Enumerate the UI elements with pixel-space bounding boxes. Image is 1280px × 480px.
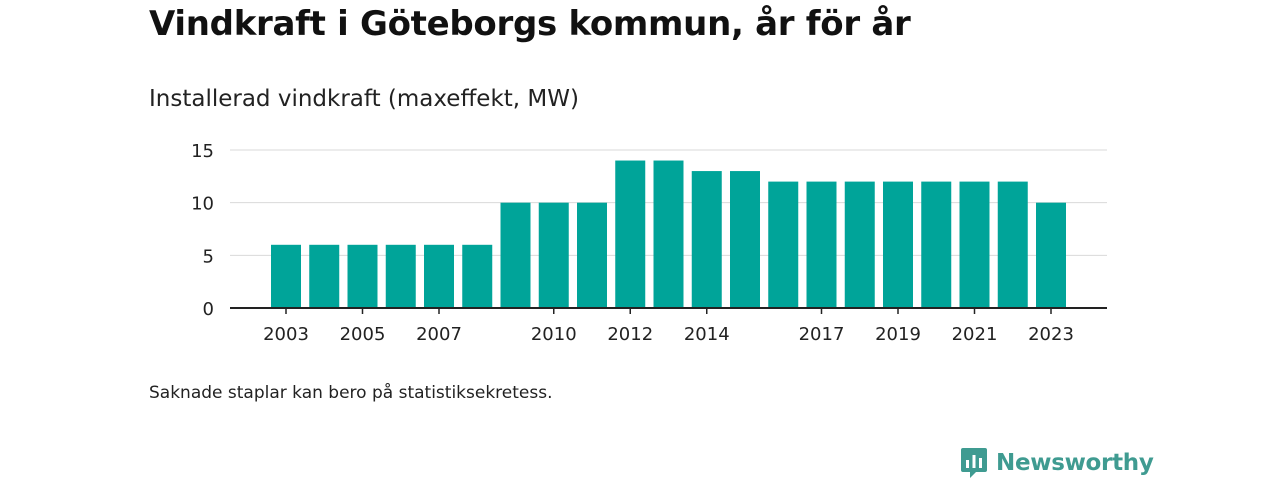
- bar-2003: [271, 244, 301, 308]
- x-tick-label: 2007: [416, 324, 462, 345]
- bar-2010: [538, 202, 569, 308]
- chart-subtitle: Installerad vindkraft (maxeffekt, MW): [149, 86, 579, 112]
- newsworthy-logo-text: Newsworthy: [996, 450, 1154, 476]
- bar-2013: [653, 160, 684, 308]
- chart-title: Vindkraft i Göteborgs kommun, år för år: [149, 4, 911, 44]
- bar-2012: [615, 160, 646, 308]
- x-tick-label: 2019: [875, 324, 921, 345]
- bar-2015: [730, 171, 760, 308]
- x-tick-label: 2014: [684, 324, 730, 345]
- bar-2009: [500, 202, 531, 308]
- bar-2019: [883, 181, 913, 308]
- y-tick-label: 0: [203, 299, 214, 320]
- bar-2021: [959, 181, 990, 308]
- x-tick-label: 2021: [952, 324, 998, 345]
- bar-2017: [806, 181, 837, 308]
- y-tick-label: 15: [191, 141, 214, 162]
- bar-2020: [921, 181, 952, 308]
- x-tick-label: 2003: [263, 324, 309, 345]
- newsworthy-logo: Newsworthy: [960, 446, 1154, 480]
- y-tick-label: 10: [191, 194, 214, 215]
- bar-2004: [309, 244, 340, 308]
- bar-2014: [691, 171, 722, 308]
- bar-2016: [768, 181, 799, 308]
- x-axis-tick-labels: 2003 2005 2007 2010 2012 2014 2017 2019 2021 2023: [263, 308, 1074, 345]
- x-tick-label: 2010: [531, 324, 577, 345]
- x-tick-label: 2005: [340, 324, 386, 345]
- x-tick-label: 2017: [799, 324, 845, 345]
- bar-2005: [347, 244, 378, 308]
- footnote: Saknade staplar kan bero på statistiksek…: [149, 383, 553, 403]
- y-tick-label: 5: [203, 246, 214, 267]
- bar-2008: [462, 244, 493, 308]
- bar-2007: [424, 244, 454, 308]
- bar-2011: [577, 202, 607, 308]
- x-tick-label: 2012: [607, 324, 653, 345]
- bar-2006: [385, 244, 416, 308]
- bar-2023: [1036, 202, 1066, 308]
- y-axis-tick-labels: 0 5 10 15: [191, 141, 214, 320]
- newsworthy-logo-icon: [961, 448, 987, 478]
- bar-2018: [844, 181, 875, 308]
- bars: [271, 160, 1066, 308]
- x-tick-label: 2023: [1028, 324, 1074, 345]
- bar-2022: [997, 181, 1028, 308]
